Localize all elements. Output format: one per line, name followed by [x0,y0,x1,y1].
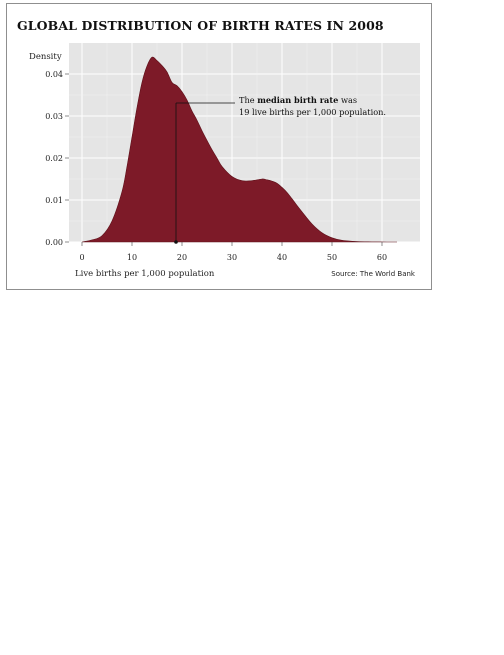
density-area [81,56,397,243]
median-marker [174,240,178,244]
y-tick-label: 0.00 [45,238,63,247]
chart-figure: 0.00 0.01 0.02 0.03 0.04 0 10 20 30 40 50 60 Density… [6,3,432,290]
y-tick-label: 0.04 [45,70,63,79]
x-tick-label: 60 [377,253,387,262]
x-tick-label: 50 [327,253,337,262]
y-tick-label: 0.03 [45,112,63,121]
y-tick-label: 0.02 [45,154,63,163]
x-tick-label: 40 [277,253,287,262]
source-label: Source: The World Bank [331,270,416,278]
x-axis-title: Live births per 1,000 population [75,269,215,279]
y-tick-label: 0.01 [45,196,63,205]
x-tick-label: 0 [79,253,84,262]
birth-rate-density-chart: 0.00 0.01 0.02 0.03 0.04 0 10 20 30 40 50 60 Density… [29,43,420,279]
annotation-line-1: The median birth rate was [239,95,357,105]
annotation-line-2: 19 live births per 1,000 population. [239,107,386,117]
chart-title: GLOBAL DISTRIBUTION OF BIRTH RATES IN 20… [17,18,384,33]
annotation-text-before: The [239,95,257,105]
x-tick-label: 30 [227,253,237,262]
annotation-bold-text: median birth rate [257,95,338,105]
x-tick-label: 10 [127,253,137,262]
annotation-text-after: was [338,95,357,105]
x-tick-label: 20 [177,253,187,262]
y-axis-title: Density [29,52,62,62]
